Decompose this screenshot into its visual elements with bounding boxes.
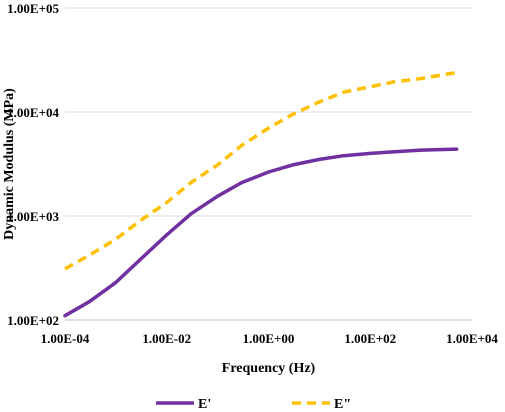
x-tick-label: 1.00E-04 (41, 331, 90, 346)
y-tick-labels: 1.00E+02 1.00E+03 1.00E+04 1.00E+05 (7, 1, 59, 328)
x-tick-label: 1.00E-02 (142, 331, 191, 346)
x-tick-label: 1.00E+00 (243, 331, 295, 346)
x-axis-title: Frequency (Hz) (222, 361, 316, 376)
series-line (64, 70, 457, 271)
legend-label: E' (198, 397, 211, 412)
x-tick-labels: 1.00E-04 1.00E-02 1.00E+00 1.00E+02 1.00E+04 (41, 331, 499, 346)
legend-label: E" (334, 397, 351, 412)
series-line (63, 147, 459, 318)
legend: E' E" (156, 397, 351, 412)
y-tick-label: 1.00E+04 (7, 105, 59, 120)
y-tick-label: 1.00E+02 (7, 313, 59, 328)
y-tick-label: 1.00E+03 (7, 209, 59, 224)
x-tick-label: 1.00E+02 (344, 331, 396, 346)
x-tick-label: 1.00E+04 (446, 331, 498, 346)
gridlines (65, 7, 472, 217)
y-axis-title: Dynamic Modulus (MPa) (2, 88, 17, 240)
series-layer (63, 70, 459, 318)
y-tick-label: 1.00E+05 (7, 1, 59, 16)
